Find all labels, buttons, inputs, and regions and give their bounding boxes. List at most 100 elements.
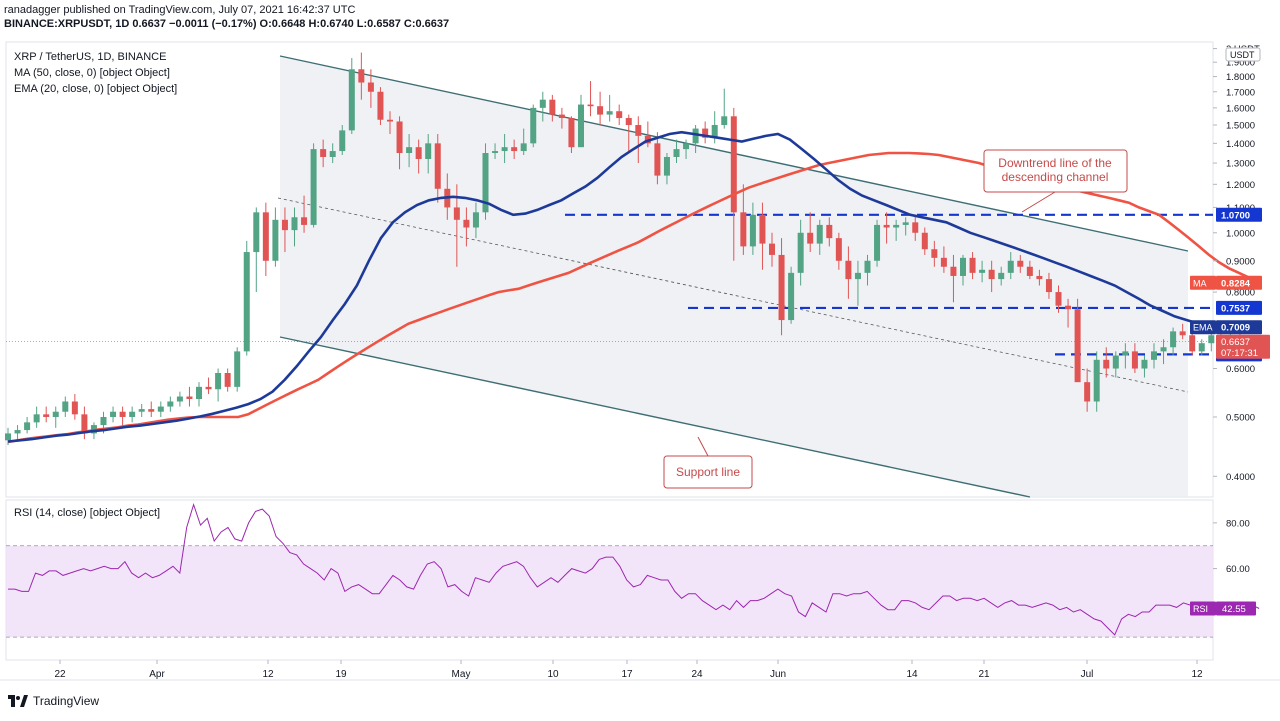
candle-body[interactable] xyxy=(196,386,202,399)
candle-body[interactable] xyxy=(854,272,861,280)
candle-body[interactable] xyxy=(463,219,470,228)
candle-body[interactable] xyxy=(234,351,241,387)
candle-body[interactable] xyxy=(415,147,422,159)
candle-body[interactable] xyxy=(425,143,432,159)
candle-body[interactable] xyxy=(1198,343,1205,352)
candle-body[interactable] xyxy=(845,260,852,280)
candle-body[interactable] xyxy=(5,433,11,441)
candle-body[interactable] xyxy=(492,151,499,154)
candle-body[interactable] xyxy=(1055,292,1062,306)
candle-body[interactable] xyxy=(24,422,31,431)
legend-title[interactable]: XRP / TetherUS, 1D, BINANCE xyxy=(14,51,167,63)
candle-body[interactable] xyxy=(835,238,842,261)
candle-body[interactable] xyxy=(654,143,661,176)
candle-body[interactable] xyxy=(673,149,680,157)
candle-body[interactable] xyxy=(339,130,346,152)
candle-body[interactable] xyxy=(167,401,174,407)
candle-body[interactable] xyxy=(472,212,479,228)
candle-body[interactable] xyxy=(1084,382,1091,402)
candle-body[interactable] xyxy=(272,219,279,261)
candle-body[interactable] xyxy=(291,217,298,231)
candle-body[interactable] xyxy=(1074,309,1081,383)
candle-body[interactable] xyxy=(186,396,193,399)
candle-body[interactable] xyxy=(530,107,537,144)
legend-ma[interactable]: MA (50, close, 0) [object Object] xyxy=(14,67,170,79)
candle-body[interactable] xyxy=(883,224,890,228)
candle-body[interactable] xyxy=(816,224,823,244)
candle-body[interactable] xyxy=(501,147,508,152)
candle-body[interactable] xyxy=(969,257,976,273)
candle-body[interactable] xyxy=(549,99,556,115)
candle-body[interactable] xyxy=(606,111,613,115)
candle-body[interactable] xyxy=(1007,260,1014,273)
candle-body[interactable] xyxy=(358,69,365,83)
candle-body[interactable] xyxy=(253,212,260,253)
candle-body[interactable] xyxy=(157,406,164,412)
candle-body[interactable] xyxy=(110,411,117,417)
candle-body[interactable] xyxy=(406,147,413,154)
candle-body[interactable] xyxy=(1170,331,1177,348)
candle-body[interactable] xyxy=(730,116,737,213)
candle-body[interactable] xyxy=(62,401,69,412)
candle-body[interactable] xyxy=(1151,351,1157,360)
candle-body[interactable] xyxy=(148,409,155,412)
candle-body[interactable] xyxy=(940,257,947,267)
candle-body[interactable] xyxy=(874,224,881,261)
candle-body[interactable] xyxy=(912,222,919,233)
candle-body[interactable] xyxy=(224,372,231,387)
footer-brand[interactable]: TradingView xyxy=(8,694,99,708)
candle-body[interactable] xyxy=(1208,335,1215,344)
candle-body[interactable] xyxy=(1045,279,1052,293)
rsi-line[interactable] xyxy=(8,502,1260,636)
candle-body[interactable] xyxy=(320,149,327,157)
candle-body[interactable] xyxy=(778,254,785,321)
candle-body[interactable] xyxy=(434,143,441,189)
candle-body[interactable] xyxy=(1131,351,1138,369)
candle-body[interactable] xyxy=(988,269,995,280)
candle-body[interactable] xyxy=(826,224,833,239)
candle-body[interactable] xyxy=(243,252,250,352)
candle-body[interactable] xyxy=(769,243,775,255)
candle-body[interactable] xyxy=(578,104,584,148)
candle-body[interactable] xyxy=(663,156,670,176)
candle-body[interactable] xyxy=(176,396,183,402)
rsi-legend[interactable]: RSI (14, close) [object Object] xyxy=(14,507,161,519)
candle-body[interactable] xyxy=(33,414,40,423)
candle-body[interactable] xyxy=(387,119,393,122)
candle-body[interactable] xyxy=(702,128,709,138)
candle-body[interactable] xyxy=(1160,347,1167,352)
candle-body[interactable] xyxy=(759,214,766,244)
candle-body[interactable] xyxy=(1036,275,1043,280)
candle-body[interactable] xyxy=(329,151,336,157)
candle-body[interactable] xyxy=(1065,305,1072,310)
candle-body[interactable] xyxy=(558,114,565,119)
candle-body[interactable] xyxy=(1093,359,1100,402)
candle-body[interactable] xyxy=(1122,351,1129,356)
candle-body[interactable] xyxy=(348,69,355,131)
candle-body[interactable] xyxy=(616,111,623,119)
candle-body[interactable] xyxy=(635,125,642,136)
candle-body[interactable] xyxy=(931,249,938,258)
candle-body[interactable] xyxy=(119,411,126,417)
legend-ema[interactable]: EMA (20, close, 0) [object Object] xyxy=(14,83,178,95)
candle-body[interactable] xyxy=(1179,331,1186,336)
candle-body[interactable] xyxy=(950,266,957,276)
candle-body[interactable] xyxy=(129,411,136,417)
candle-body[interactable] xyxy=(1189,335,1196,352)
candle-body[interactable] xyxy=(205,386,212,390)
candle-body[interactable] xyxy=(692,128,699,144)
candle-body[interactable] xyxy=(749,214,756,247)
candle-body[interactable] xyxy=(310,149,317,225)
candle-body[interactable] xyxy=(625,118,632,126)
candle-body[interactable] xyxy=(511,147,518,152)
candle-body[interactable] xyxy=(683,143,690,150)
candle-body[interactable] xyxy=(215,372,222,390)
candle-body[interactable] xyxy=(721,116,728,126)
candle-body[interactable] xyxy=(262,212,269,261)
candle-body[interactable] xyxy=(100,416,107,426)
candle-body[interactable] xyxy=(14,430,21,434)
candle-body[interactable] xyxy=(1112,355,1119,369)
candle-body[interactable] xyxy=(797,232,804,273)
candle-body[interactable] xyxy=(367,82,374,92)
